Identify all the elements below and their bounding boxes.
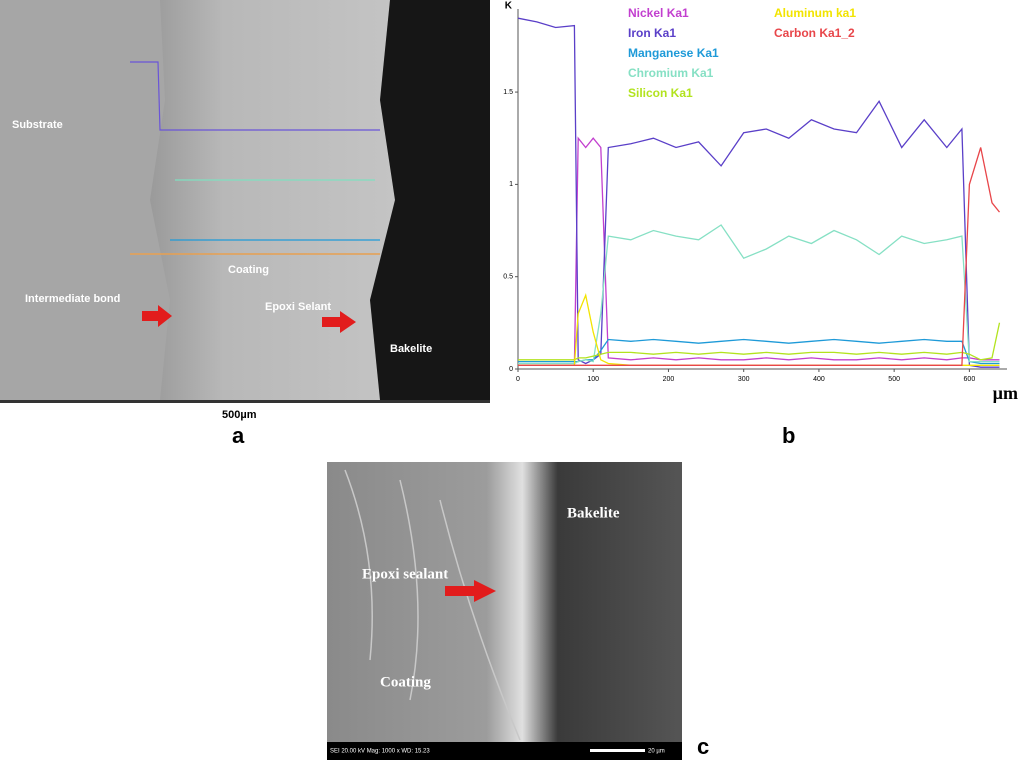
x-tick-label: 300 <box>738 376 750 383</box>
x-tick-label: 200 <box>663 376 675 383</box>
y-tick-label: 1 <box>509 181 513 188</box>
series-line <box>518 292 1000 366</box>
series-line <box>518 322 1001 361</box>
legend-entry: Iron Ka1 <box>628 26 676 40</box>
texture-line <box>344 469 521 741</box>
legend-entry: Chromium Ka1 <box>628 66 714 80</box>
arrow <box>142 305 172 327</box>
y-axis-label: K <box>505 1 513 12</box>
series-line <box>518 147 1001 366</box>
y-tick-label: 0.5 <box>503 274 513 281</box>
panel-label: Substrate <box>12 119 63 131</box>
series-line <box>518 136 1000 366</box>
x-axis-label: µm <box>993 383 1018 403</box>
panel-label: Coating <box>228 264 269 276</box>
panel-letter: b <box>782 423 795 448</box>
panel-label: Epoxi Selant <box>265 301 331 313</box>
legend-entry: Carbon Ka1_2 <box>774 26 855 40</box>
panel-c: Bakelite Epoxi sealant Coating SEI 20.00… <box>327 462 682 760</box>
scale-label: 500µm <box>222 409 257 421</box>
scale-label: 20 µm <box>648 749 665 755</box>
coating-region <box>150 0 395 400</box>
y-tick-label: 0 <box>509 366 513 373</box>
x-tick-label: 100 <box>587 376 599 383</box>
legend-entry: Nickel Ka1 <box>628 6 689 20</box>
info-text: SEI 20.00 kV Mag: 1000 x WD: 15.23 <box>330 749 430 755</box>
panel-label: Bakelite <box>567 505 620 521</box>
x-tick-label: 500 <box>888 376 900 383</box>
legend-entry: Manganese Ka1 <box>628 46 719 60</box>
panel-label: Coating <box>380 674 431 690</box>
scale-bar <box>590 749 645 752</box>
x-tick-label: 600 <box>964 376 976 383</box>
sem-image <box>327 462 682 752</box>
scale-bar <box>0 400 490 403</box>
panel-label: Intermediate bond <box>25 293 120 305</box>
x-tick-label: 400 <box>813 376 825 383</box>
series-line <box>518 224 1000 365</box>
panel-letter: a <box>232 423 245 448</box>
legend-entry: Silicon Ka1 <box>628 86 693 100</box>
panel-letter: c <box>697 734 709 759</box>
panel-label: Bakelite <box>390 343 432 355</box>
arrow <box>322 311 356 333</box>
y-tick-label: 1.5 <box>503 89 513 96</box>
bakelite-region <box>370 0 490 400</box>
legend-entry: Aluminum ka1 <box>774 6 856 20</box>
series-line <box>518 338 1000 365</box>
line-chart: 0 0.5 1 1.5 0 100 200 300 400 500 600 Kµm Nickel Ka1… <box>503 1 1018 403</box>
panel-label: Epoxi sealant <box>362 566 448 582</box>
panel-a: Substrate Coating Intermediate bond Epox… <box>0 0 490 421</box>
series-line <box>517 17 1000 368</box>
overlay-line <box>130 61 380 131</box>
info-bar <box>327 742 682 760</box>
arrow <box>445 580 496 602</box>
x-tick-label: 0 <box>516 376 520 383</box>
